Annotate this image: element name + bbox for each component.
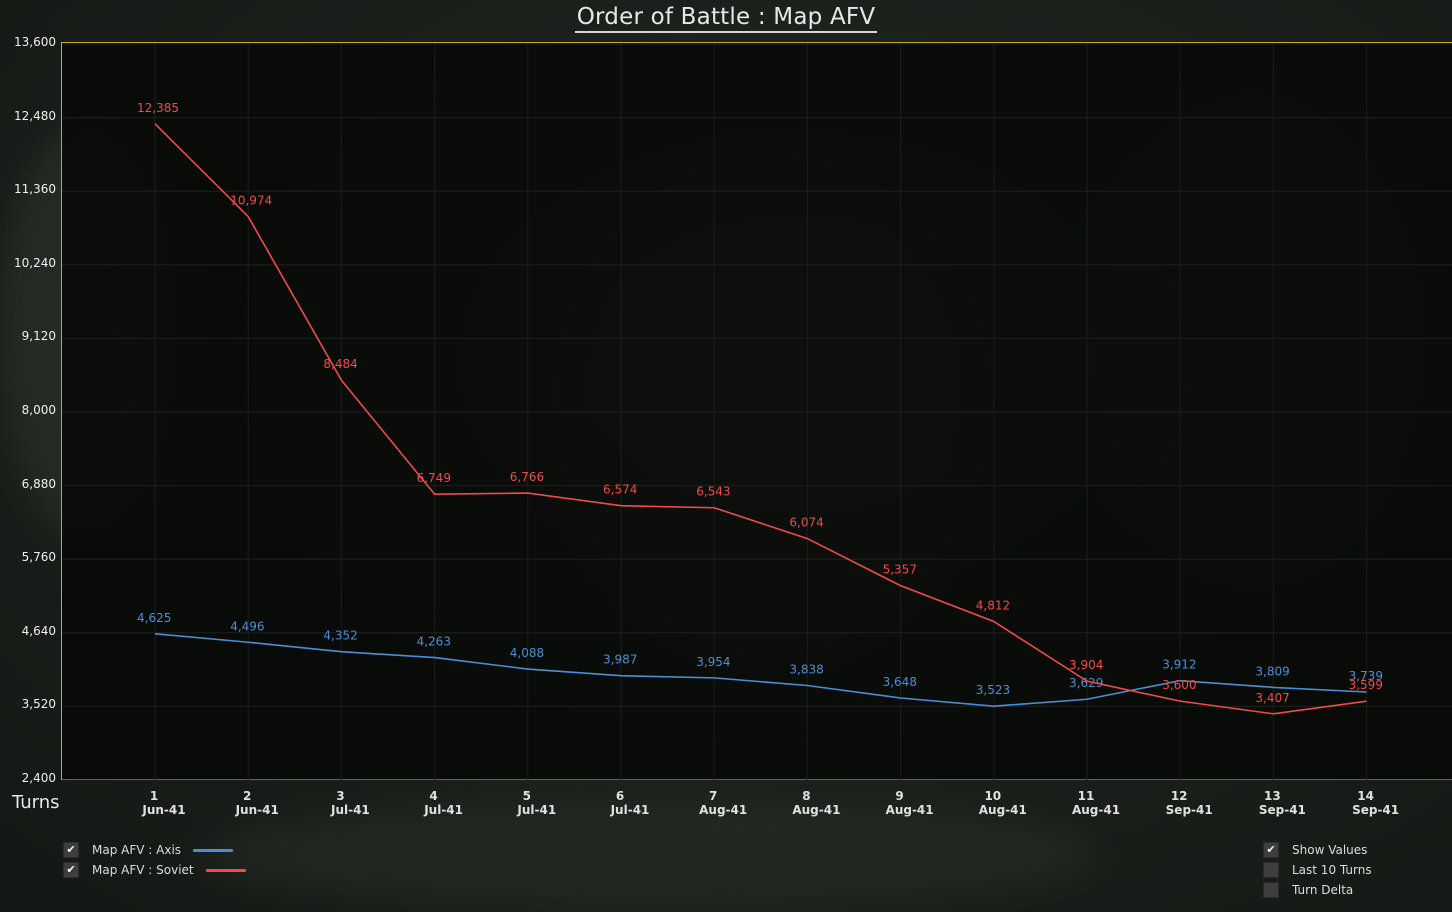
- x-tick-month: Sep-41: [1258, 803, 1306, 817]
- legend-checkbox[interactable]: ✔: [63, 842, 79, 858]
- x-tick-month: Aug-41: [699, 803, 748, 817]
- data-label: 3,954: [696, 655, 730, 669]
- x-tick-month: Aug-41: [1071, 803, 1121, 817]
- y-tick-label: 8,000: [21, 403, 56, 417]
- data-label: 4,496: [230, 619, 264, 633]
- x-tick-label: 7: [709, 789, 718, 803]
- x-tick-month: Aug-41: [792, 803, 841, 817]
- data-label: 3,600: [1162, 678, 1196, 692]
- x-tick-label: 2: [243, 789, 252, 803]
- x-tick-month: Sep-41: [1352, 803, 1400, 817]
- x-tick-month: Jun-41: [142, 803, 186, 817]
- line-chart: 4,625 4,496 4,352 4,263 4,088 3,987 3,954 3,838…: [62, 43, 1452, 781]
- series-line-axis: [154, 632, 1367, 708]
- y-tick-label: 13,600: [14, 35, 56, 49]
- data-label: 4,088: [510, 646, 544, 660]
- legend-swatch: [193, 848, 234, 852]
- x-tick-label: 5: [522, 789, 531, 803]
- data-label: 10,974: [230, 194, 272, 208]
- y-tick-label: 9,120: [21, 329, 56, 344]
- data-label: 6,749: [417, 471, 451, 485]
- x-tick-label: 13: [1264, 789, 1281, 803]
- legend-checkbox[interactable]: ✔: [63, 862, 79, 878]
- data-label: 5,357: [883, 563, 917, 577]
- y-tick-label: 3,520: [21, 697, 56, 712]
- data-label: 6,766: [510, 470, 544, 484]
- option-checkbox[interactable]: ✔: [1263, 842, 1279, 858]
- option-turn-delta[interactable]: Turn Delta: [1263, 882, 1353, 898]
- x-tick-month: Jul-41: [330, 803, 370, 817]
- data-label: 3,838: [789, 663, 823, 677]
- data-label: 4,263: [417, 635, 451, 649]
- y-tick-label: 5,760: [21, 550, 56, 565]
- y-tick-label: 12,480: [14, 108, 56, 123]
- option-label: Show Values: [1292, 843, 1368, 857]
- x-tick-label: 6: [615, 789, 625, 803]
- x-tick-month: Aug-41: [978, 803, 1027, 817]
- x-tick-label: 10: [984, 789, 1002, 803]
- x-tick-month: Jul-41: [424, 803, 463, 817]
- y-tick-label: 4,640: [21, 623, 56, 638]
- data-label: 6,574: [603, 483, 637, 497]
- option-checkbox[interactable]: [1263, 882, 1279, 898]
- y-tick-label: 6,880: [21, 476, 56, 491]
- option-last-10-turns[interactable]: Last 10 Turns: [1263, 862, 1372, 878]
- option-label: Last 10 Turns: [1292, 863, 1372, 877]
- data-label: 4,812: [976, 598, 1010, 612]
- x-tick-month: Aug-41: [885, 803, 934, 817]
- series-line-soviet: [154, 123, 1367, 715]
- x-tick-label: 4: [429, 789, 438, 803]
- x-tick-month: Jul-41: [517, 803, 557, 817]
- data-label: 4,352: [323, 629, 357, 643]
- data-label: 3,648: [883, 675, 917, 689]
- data-label: 12,385: [137, 101, 179, 115]
- x-axis-label: Turns: [12, 792, 60, 813]
- legend-label: Map AFV : Axis: [92, 843, 182, 857]
- data-label: 3,987: [603, 653, 637, 667]
- data-label: 3,809: [1255, 664, 1289, 678]
- x-tick-label: 3: [336, 789, 345, 803]
- x-tick-label: 1: [149, 789, 159, 803]
- legend-label: Map AFV : Soviet: [92, 863, 194, 877]
- option-checkbox[interactable]: [1263, 862, 1279, 878]
- x-tick-month: Jun-41: [235, 803, 279, 817]
- data-label: 3,739: [1349, 669, 1383, 683]
- data-label: 3,523: [976, 683, 1010, 697]
- legend-item[interactable]: ✔ Map AFV : Axis: [63, 842, 234, 858]
- y-tick-label: 10,240: [14, 255, 56, 270]
- option-label: Turn Delta: [1292, 883, 1354, 897]
- x-tick-month: Jul-41: [610, 803, 650, 817]
- option-show-values[interactable]: ✔ Show Values: [1263, 842, 1367, 858]
- x-tick-label: 11: [1077, 789, 1095, 803]
- x-tick-month: Sep-41: [1165, 803, 1213, 817]
- chart-title: Order of Battle : Map AFV: [0, 4, 1452, 33]
- x-tick-label: 14: [1357, 789, 1374, 803]
- data-label: 3,407: [1255, 691, 1289, 705]
- legend-swatch: [205, 868, 246, 872]
- data-label: 3,904: [1069, 658, 1103, 672]
- data-label: 3,629: [1069, 676, 1103, 690]
- data-label: 3,599: [1349, 678, 1383, 692]
- y-tick-label: 2,400: [21, 771, 56, 785]
- legend-item[interactable]: ✔ Map AFV : Soviet: [63, 862, 246, 878]
- plot-area: 4,625 4,496 4,352 4,263 4,088 3,987 3,954 3,838…: [61, 42, 1452, 781]
- x-tick-label: 9: [895, 789, 904, 803]
- data-label: 6,074: [789, 516, 823, 530]
- data-label: 8,484: [323, 357, 357, 371]
- x-tick-label: 8: [802, 789, 811, 803]
- data-label: 4,625: [137, 611, 171, 625]
- x-tick-label: 12: [1170, 789, 1188, 803]
- data-label: 3,912: [1162, 658, 1196, 672]
- data-label: 6,543: [696, 485, 730, 499]
- y-tick-label: 11,360: [14, 182, 56, 197]
